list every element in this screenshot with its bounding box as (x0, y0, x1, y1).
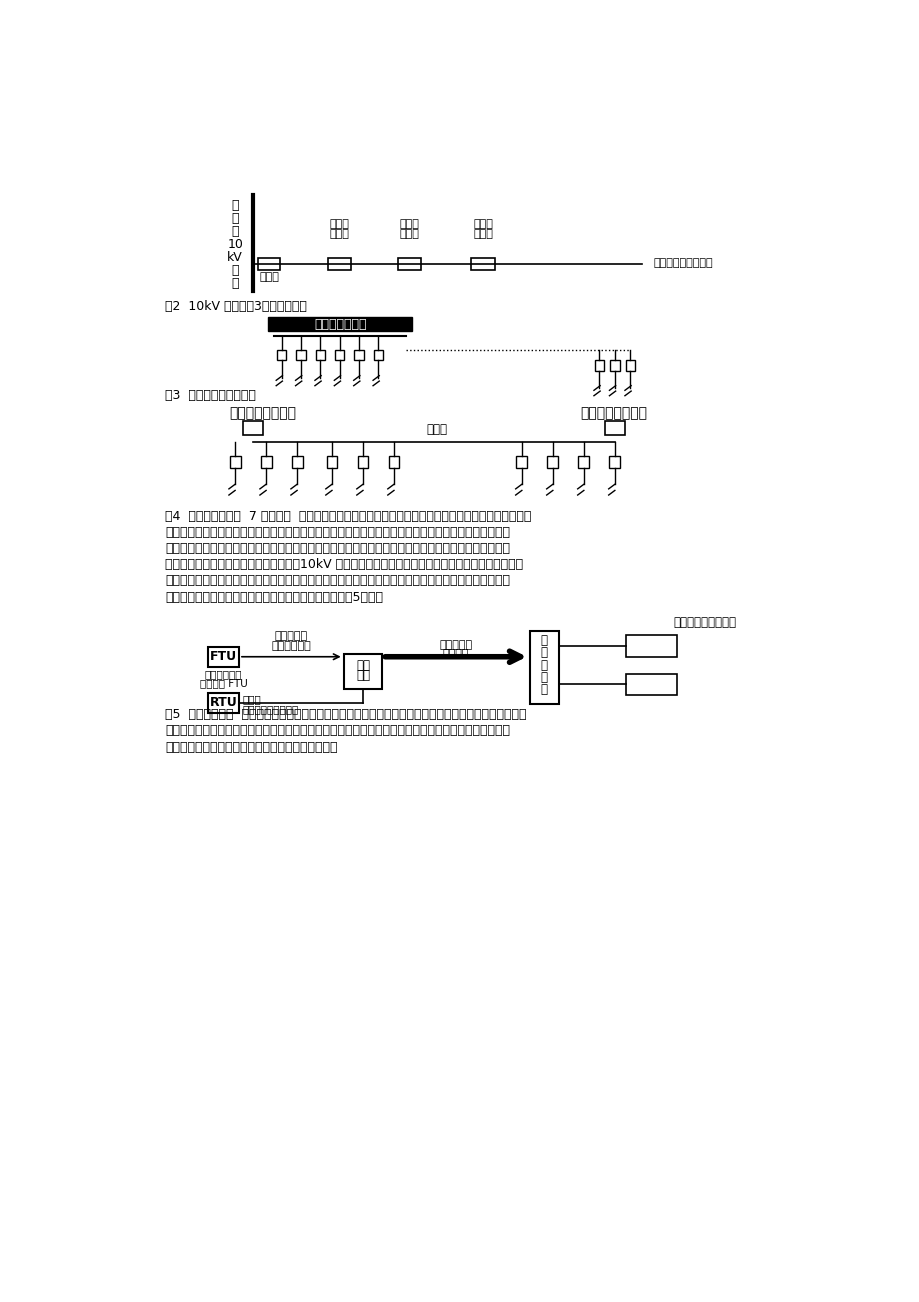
Text: 传输到变电站，电缆线路可采用光纤将数据传输到变电站，通过变电站的光缆通道将数据传送到主站端机: 传输到变电站，电缆线路可采用光纤将数据传输到变电站，通过变电站的光缆通道将数据传… (165, 574, 510, 587)
Text: 讯: 讯 (540, 646, 547, 659)
Text: 母: 母 (231, 264, 239, 277)
Text: 联络型: 联络型 (472, 219, 493, 229)
Text: 变电站或开闭所: 变电站或开闭所 (313, 318, 366, 331)
Text: 机: 机 (540, 684, 547, 697)
Text: 至本站或其它站线路: 至本站或其它站线路 (652, 258, 712, 268)
Bar (208, 693, 239, 713)
Bar (208, 647, 239, 667)
Bar (296, 349, 305, 361)
Text: 开环点: 开环点 (425, 423, 447, 436)
Text: 接口: 接口 (356, 669, 369, 682)
Bar (609, 361, 618, 371)
Text: 前: 前 (540, 659, 547, 672)
Text: 无线通讯或: 无线通讯或 (275, 631, 308, 642)
Bar (608, 456, 619, 469)
Text: 已变电站或开闭站: 已变电站或开闭站 (579, 406, 646, 419)
Text: kV: kV (227, 251, 243, 264)
Bar (373, 349, 382, 361)
Text: 图5  通讯链路结构  总之，配网自动化是一个系统工程，应根据实际情况统一规划分阶段实施。实践表明，: 图5 通讯链路结构 总之，配网自动化是一个系统工程，应根据实际情况统一规划分阶段… (165, 708, 527, 721)
Bar (354, 349, 363, 361)
Text: 能力的原则，宜采用以下通讯链路结构。10kV 架空线路采用无线通讯或扩频载波或其他通讯方式将数据: 能力的原则，宜采用以下通讯链路结构。10kV 架空线路采用无线通讯或扩频载波或其… (165, 559, 523, 572)
Text: FTU: FTU (210, 650, 237, 663)
Bar (529, 631, 559, 704)
Text: 10: 10 (227, 238, 243, 251)
Text: 电: 电 (231, 212, 239, 225)
Bar (604, 421, 624, 435)
Bar (547, 456, 558, 469)
Text: 甲变电站或开闭站: 甲变电站或开闭站 (230, 406, 297, 419)
Bar (357, 456, 368, 469)
Text: 图4  电缆单环网接线  7 通讯方式  由于配网自动化系统的站端设备数量非常多，从目前成熟的通讯手段来: 图4 电缆单环网接线 7 通讯方式 由于配网自动化系统的站端设备数量非常多，从目… (165, 509, 531, 522)
Bar (315, 349, 324, 361)
Bar (328, 258, 351, 271)
Bar (344, 655, 382, 689)
Text: 配网自动化可以大大的提高配电网运行的可靠性和效率，提高供电质量、降低劳动强度和充分利用现有设: 配网自动化可以大大的提高配电网运行的可靠性和效率，提高供电质量、降低劳动强度和充… (165, 724, 510, 737)
Bar (335, 349, 344, 361)
Text: 县调自动化系统主机: 县调自动化系统主机 (673, 616, 735, 629)
Bar (578, 456, 589, 469)
Text: 变: 变 (231, 199, 239, 212)
Bar (388, 456, 399, 469)
Text: 线: 线 (231, 277, 239, 290)
Bar (594, 361, 604, 371)
Text: RTU: RTU (210, 697, 237, 710)
Text: 分段型: 分段型 (329, 219, 349, 229)
Bar (626, 673, 676, 695)
Bar (258, 258, 279, 271)
Text: 看，没有一种通讯方式能够单独满足要求，各种通讯方式有不同的特点，应根据不同的情况采用不同的通: 看，没有一种通讯方式能够单独满足要求，各种通讯方式有不同的特点，应根据不同的情况… (165, 526, 510, 539)
Text: 讯手段；结合县调自动化系统已建成和数据流向应多层集结的方式来减少通道数量和充分发挥高速信道的: 讯手段；结合县调自动化系统已建成和数据流向应多层集结的方式来减少通道数量和充分发… (165, 542, 510, 555)
Bar (471, 258, 494, 271)
Text: 断路器: 断路器 (259, 272, 278, 283)
Bar (268, 318, 412, 331)
Text: 配电变压器或: 配电变压器或 (205, 669, 242, 680)
Text: 图2  10kV 架空线路3分段联络接线: 图2 10kV 架空线路3分段联络接线 (165, 301, 307, 314)
Text: 图3  电缆双射线供电接线: 图3 电缆双射线供电接线 (165, 389, 256, 402)
Text: 分断器: 分断器 (329, 229, 349, 240)
Bar (625, 361, 634, 371)
Bar (516, 456, 527, 469)
Text: 分断器: 分断器 (399, 229, 419, 240)
Bar (277, 349, 286, 361)
Text: 分断器: 分断器 (472, 229, 493, 240)
Text: 站: 站 (231, 225, 239, 238)
Text: 通讯: 通讯 (356, 659, 369, 672)
Text: 变电站: 变电站 (243, 694, 261, 704)
Text: 光纤或载波: 光纤或载波 (439, 639, 472, 650)
Text: 房前置机，将配网数据分流到配网自动化系统主机；如图5所示。: 房前置机，将配网数据分流到配网自动化系统主机；如图5所示。 (165, 591, 383, 604)
Bar (626, 635, 676, 656)
Text: 其他通讯方式: 其他通讯方式 (271, 641, 311, 651)
Text: 通讯方式: 通讯方式 (442, 648, 469, 659)
Text: 通: 通 (540, 634, 547, 647)
Bar (260, 456, 271, 469)
Text: 分段型: 分段型 (399, 219, 419, 229)
Text: 配网自动化系统主机: 配网自动化系统主机 (243, 703, 299, 713)
Bar (326, 456, 337, 469)
Bar (291, 456, 302, 469)
Bar (243, 421, 263, 435)
Bar (230, 456, 240, 469)
Text: 分断器的 FTU: 分断器的 FTU (199, 678, 247, 689)
Bar (397, 258, 421, 271)
Text: 备的能力，从而给用户和电力部门带来可观的收益。: 备的能力，从而给用户和电力部门带来可观的收益。 (165, 741, 337, 754)
Text: 置: 置 (540, 671, 547, 684)
